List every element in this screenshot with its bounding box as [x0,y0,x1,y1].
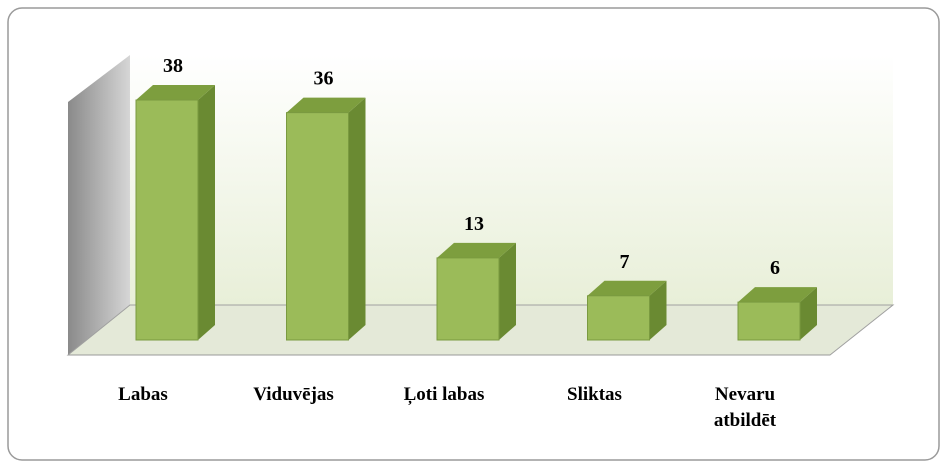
bar-side [800,287,817,340]
category-label: Sliktas [567,384,622,405]
bar-top [136,85,215,100]
bar-side [649,280,667,340]
bar-top [587,280,667,296]
category-label: Ļoti labas [403,384,485,405]
value-label: 36 [314,68,334,90]
bar-top [286,97,366,113]
bar [436,257,500,341]
bar-side [348,97,366,340]
category-label: Viduvējas [253,384,334,405]
value-label: 38 [163,55,183,77]
bar [135,99,199,341]
bar [737,301,801,341]
category-label: Labas [118,384,168,405]
bar-top [437,242,516,258]
bar-side [198,85,215,340]
value-label: 13 [464,213,484,235]
value-label: 6 [770,257,780,279]
bar [286,112,349,341]
bar-top [738,287,817,303]
value-label: 7 [620,251,630,273]
bar-side [499,242,516,340]
bar [587,295,650,341]
category-label: Nevaru atbildēt [713,384,777,431]
side-wall [68,55,130,355]
